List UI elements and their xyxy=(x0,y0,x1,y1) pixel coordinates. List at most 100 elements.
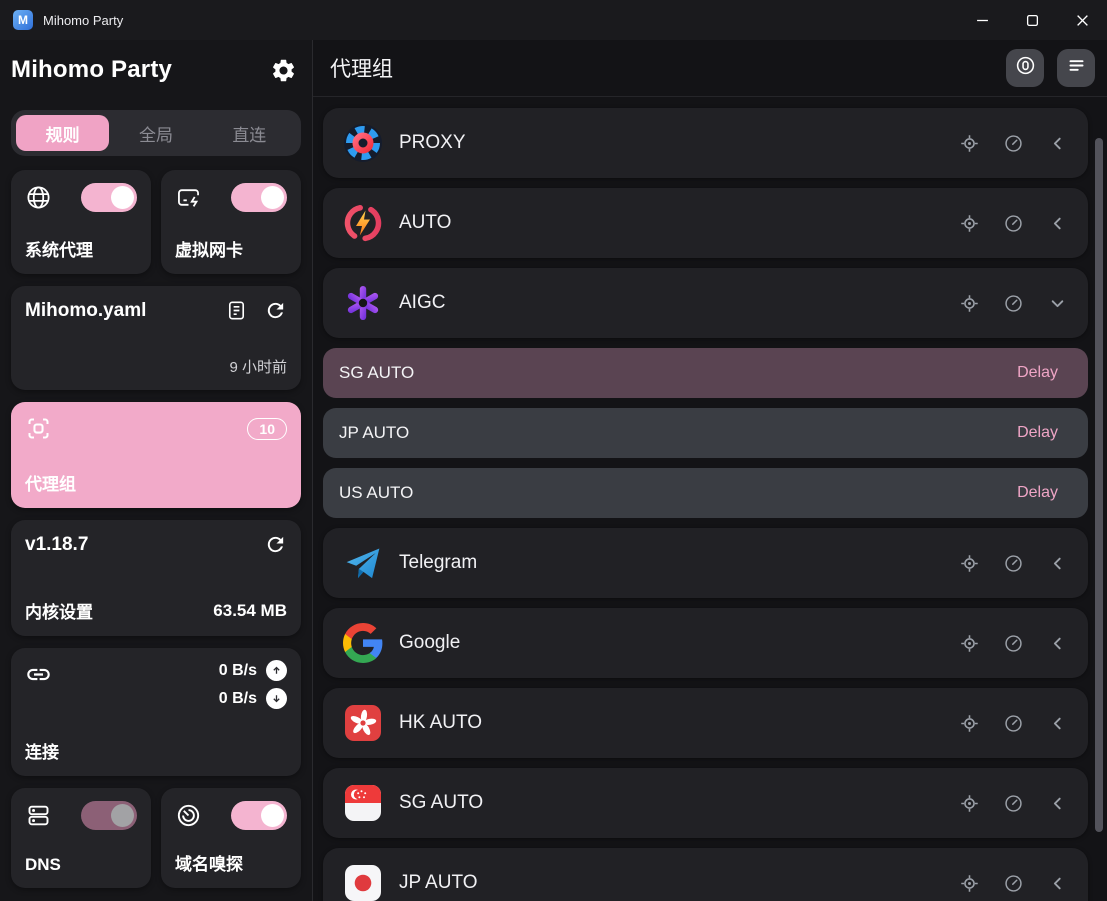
delay-test-icon[interactable] xyxy=(1003,293,1024,314)
proxy-group-list: PROXY AUTO AIGC SG AUTO Delay JP AUTO Delay US … xyxy=(313,97,1107,901)
proxy-node-row[interactable]: SG AUTO Delay xyxy=(323,348,1088,398)
text-lines-icon xyxy=(1066,55,1087,81)
refresh-profile-icon[interactable] xyxy=(264,299,287,322)
dns-card[interactable]: DNS xyxy=(11,788,151,888)
proxy-group-row[interactable]: HK AUTO xyxy=(323,688,1088,758)
delay-test-button[interactable]: Delay xyxy=(1017,364,1058,381)
proxy-group-row[interactable]: Telegram xyxy=(323,528,1088,598)
settings-button[interactable] xyxy=(265,52,301,88)
proxy-node-name: US AUTO xyxy=(339,483,414,502)
tab-global-mode[interactable]: 全局 xyxy=(138,125,173,145)
proxy-group-row[interactable]: SG AUTO xyxy=(323,768,1088,838)
system-proxy-toggle[interactable] xyxy=(81,183,137,212)
google-logo xyxy=(343,623,383,663)
proxy-node-name: SG AUTO xyxy=(339,363,415,382)
delay-test-icon[interactable] xyxy=(1003,873,1024,894)
locate-node-icon[interactable] xyxy=(959,793,980,814)
chevron-down-icon[interactable] xyxy=(1047,293,1068,314)
main-header: 代理组 xyxy=(313,40,1107,97)
profile-name: Mihomo.yaml xyxy=(25,299,147,321)
delay-test-icon[interactable] xyxy=(1003,213,1024,234)
tun-card[interactable]: 虚拟网卡 xyxy=(161,170,301,274)
locate-node-icon[interactable] xyxy=(959,293,980,314)
locate-node-icon[interactable] xyxy=(959,213,980,234)
locate-node-icon[interactable] xyxy=(959,713,980,734)
group-actions xyxy=(959,873,1068,894)
group-actions xyxy=(959,293,1068,314)
virtual-nic-icon xyxy=(175,184,202,211)
sider-toggle-button[interactable] xyxy=(1006,49,1044,87)
sniff-toggle[interactable] xyxy=(231,801,287,830)
proxy-group-row[interactable]: AUTO xyxy=(323,188,1088,258)
window-controls xyxy=(957,0,1107,40)
proxy-group-row[interactable]: Google xyxy=(323,608,1088,678)
app-logo-icon: M xyxy=(13,10,33,30)
group-actions xyxy=(959,553,1068,574)
locate-node-icon[interactable] xyxy=(959,873,980,894)
proxy-group-row[interactable]: AIGC xyxy=(323,268,1088,338)
sniff-label: 域名嗅探 xyxy=(175,855,243,874)
link-icon xyxy=(25,661,52,688)
proxy-group-name: AUTO xyxy=(399,212,452,233)
maximize-button[interactable] xyxy=(1007,0,1057,40)
sidebar: Mihomo Party 规则 全局 直连 系统代理 xyxy=(0,40,313,901)
proxy-groups-count-badge: 10 xyxy=(247,417,287,440)
edit-file-icon[interactable] xyxy=(225,299,248,322)
tun-toggle[interactable] xyxy=(231,183,287,212)
chevron-left-icon[interactable] xyxy=(1047,633,1068,654)
delay-test-button[interactable]: Delay xyxy=(1017,484,1058,501)
tab-direct-mode[interactable]: 直连 xyxy=(232,125,267,145)
tab-rule-mode[interactable]: 规则 xyxy=(16,115,110,151)
proxy-group-row[interactable]: JP AUTO xyxy=(323,848,1088,901)
upload-speed: 0 B/s xyxy=(218,661,257,679)
restart-core-icon[interactable] xyxy=(264,533,287,556)
proxy-node-row[interactable]: US AUTO Delay xyxy=(323,468,1088,518)
sniff-card[interactable]: 域名嗅探 xyxy=(161,788,301,888)
delay-test-icon[interactable] xyxy=(1003,633,1024,654)
group-actions xyxy=(959,793,1068,814)
tun-label: 虚拟网卡 xyxy=(175,241,243,260)
profile-card[interactable]: Mihomo.yaml 9 小时前 xyxy=(11,286,301,390)
connections-label: 连接 xyxy=(25,743,59,762)
close-button[interactable] xyxy=(1057,0,1107,40)
profile-updated-time: 9 小时前 xyxy=(229,359,287,376)
chevron-left-icon[interactable] xyxy=(1047,133,1068,154)
chevron-left-icon[interactable] xyxy=(1047,713,1068,734)
page-title: 代理组 xyxy=(330,58,393,81)
minimize-button[interactable] xyxy=(957,0,1007,40)
delay-test-icon[interactable] xyxy=(1003,713,1024,734)
locate-node-icon[interactable] xyxy=(959,133,980,154)
chevron-left-icon[interactable] xyxy=(1047,873,1068,894)
connections-card[interactable]: 0 B/s 0 B/s 连接 xyxy=(11,648,301,776)
proxy-node-row[interactable]: JP AUTO Delay xyxy=(323,408,1088,458)
sider-toggle-icon xyxy=(1015,55,1036,81)
auto-logo xyxy=(343,203,383,243)
proxy-node-name: JP AUTO xyxy=(339,423,410,442)
chevron-left-icon[interactable] xyxy=(1047,553,1068,574)
delay-test-button[interactable]: Delay xyxy=(1017,424,1058,441)
dns-label: DNS xyxy=(25,855,61,874)
proxy-group-row[interactable]: PROXY xyxy=(323,108,1088,178)
locate-node-icon[interactable] xyxy=(959,553,980,574)
core-card[interactable]: v1.18.7 内核设置 63.54 MB xyxy=(11,520,301,636)
dns-server-icon xyxy=(25,802,52,829)
delay-test-icon[interactable] xyxy=(1003,793,1024,814)
proxy-group-name: Google xyxy=(399,632,461,653)
group-actions xyxy=(959,713,1068,734)
locate-node-icon[interactable] xyxy=(959,633,980,654)
sidebar-item-proxy-groups[interactable]: 10 代理组 xyxy=(11,402,301,508)
chevron-left-icon[interactable] xyxy=(1047,793,1068,814)
group-actions xyxy=(959,633,1068,654)
delay-test-icon[interactable] xyxy=(1003,553,1024,574)
dns-toggle[interactable] xyxy=(81,801,137,830)
delay-test-icon[interactable] xyxy=(1003,133,1024,154)
chevron-left-icon[interactable] xyxy=(1047,213,1068,234)
proxy-group-name: SG AUTO xyxy=(399,792,484,813)
proxy-group-name: HK AUTO xyxy=(399,712,483,733)
system-proxy-card[interactable]: 系统代理 xyxy=(11,170,151,274)
core-memory-usage: 63.54 MB xyxy=(213,600,287,620)
scrollbar-thumb[interactable] xyxy=(1095,138,1103,832)
group-display-mode-button[interactable] xyxy=(1057,49,1095,87)
proxy-group-name: JP AUTO xyxy=(399,872,478,893)
